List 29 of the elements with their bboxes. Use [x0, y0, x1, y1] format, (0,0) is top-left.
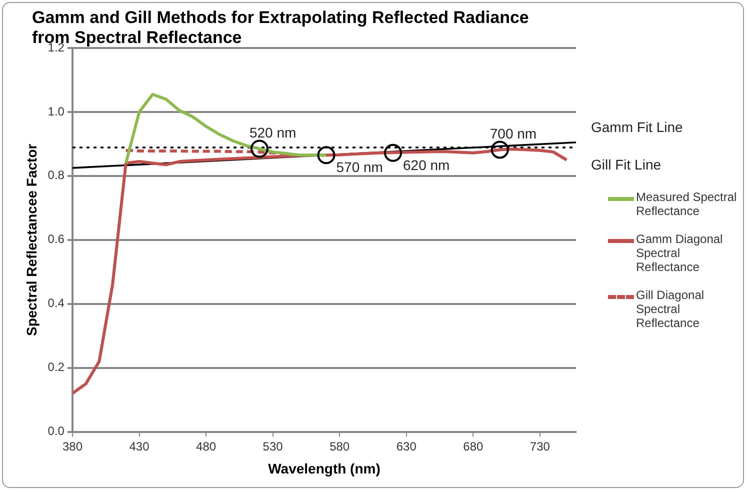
y-tick-label: 0.2	[48, 360, 65, 374]
annotation: 520 nm	[249, 124, 296, 141]
point	[490, 140, 509, 159]
y-tick-label: 0.4	[48, 296, 65, 310]
annotation: 700 nm	[490, 126, 537, 142]
legend-label: Gamm Diagonal Spectral Reflectance	[636, 232, 724, 274]
x-tick-label: 630	[396, 439, 417, 454]
x-tick-label: 480	[196, 439, 216, 454]
x-tick-label: 580	[330, 439, 350, 454]
y-tick-label: 1.0	[48, 104, 65, 118]
x-tick-label: 380	[62, 439, 83, 454]
point	[384, 144, 402, 162]
series-label: Gamm Fit Line	[591, 119, 684, 136]
y-tick-label: 0.6	[48, 232, 65, 246]
annotation: 570 nm	[336, 159, 383, 176]
legend-label: Gill Diagonal Spectral Reflectance	[636, 288, 706, 330]
y-tick-label: 0.8	[48, 168, 65, 182]
annotation: 620 nm	[403, 156, 450, 173]
series-label: Gill Fit Line	[591, 156, 662, 172]
x-tick-label: 530	[262, 439, 284, 454]
point	[317, 146, 336, 164]
point	[250, 140, 268, 158]
x-axis-title: Wavelength (nm)	[268, 460, 380, 476]
y-tick-label: 0.0	[48, 424, 65, 438]
x-tick-label: 730	[530, 439, 550, 454]
legend-label: Measured Spectral Reflectance	[636, 190, 738, 218]
x-tick-label: 680	[463, 439, 484, 454]
x-tick-label: 430	[129, 439, 150, 454]
y-axis-title: Spectral Reflectancee Factor	[23, 143, 40, 336]
